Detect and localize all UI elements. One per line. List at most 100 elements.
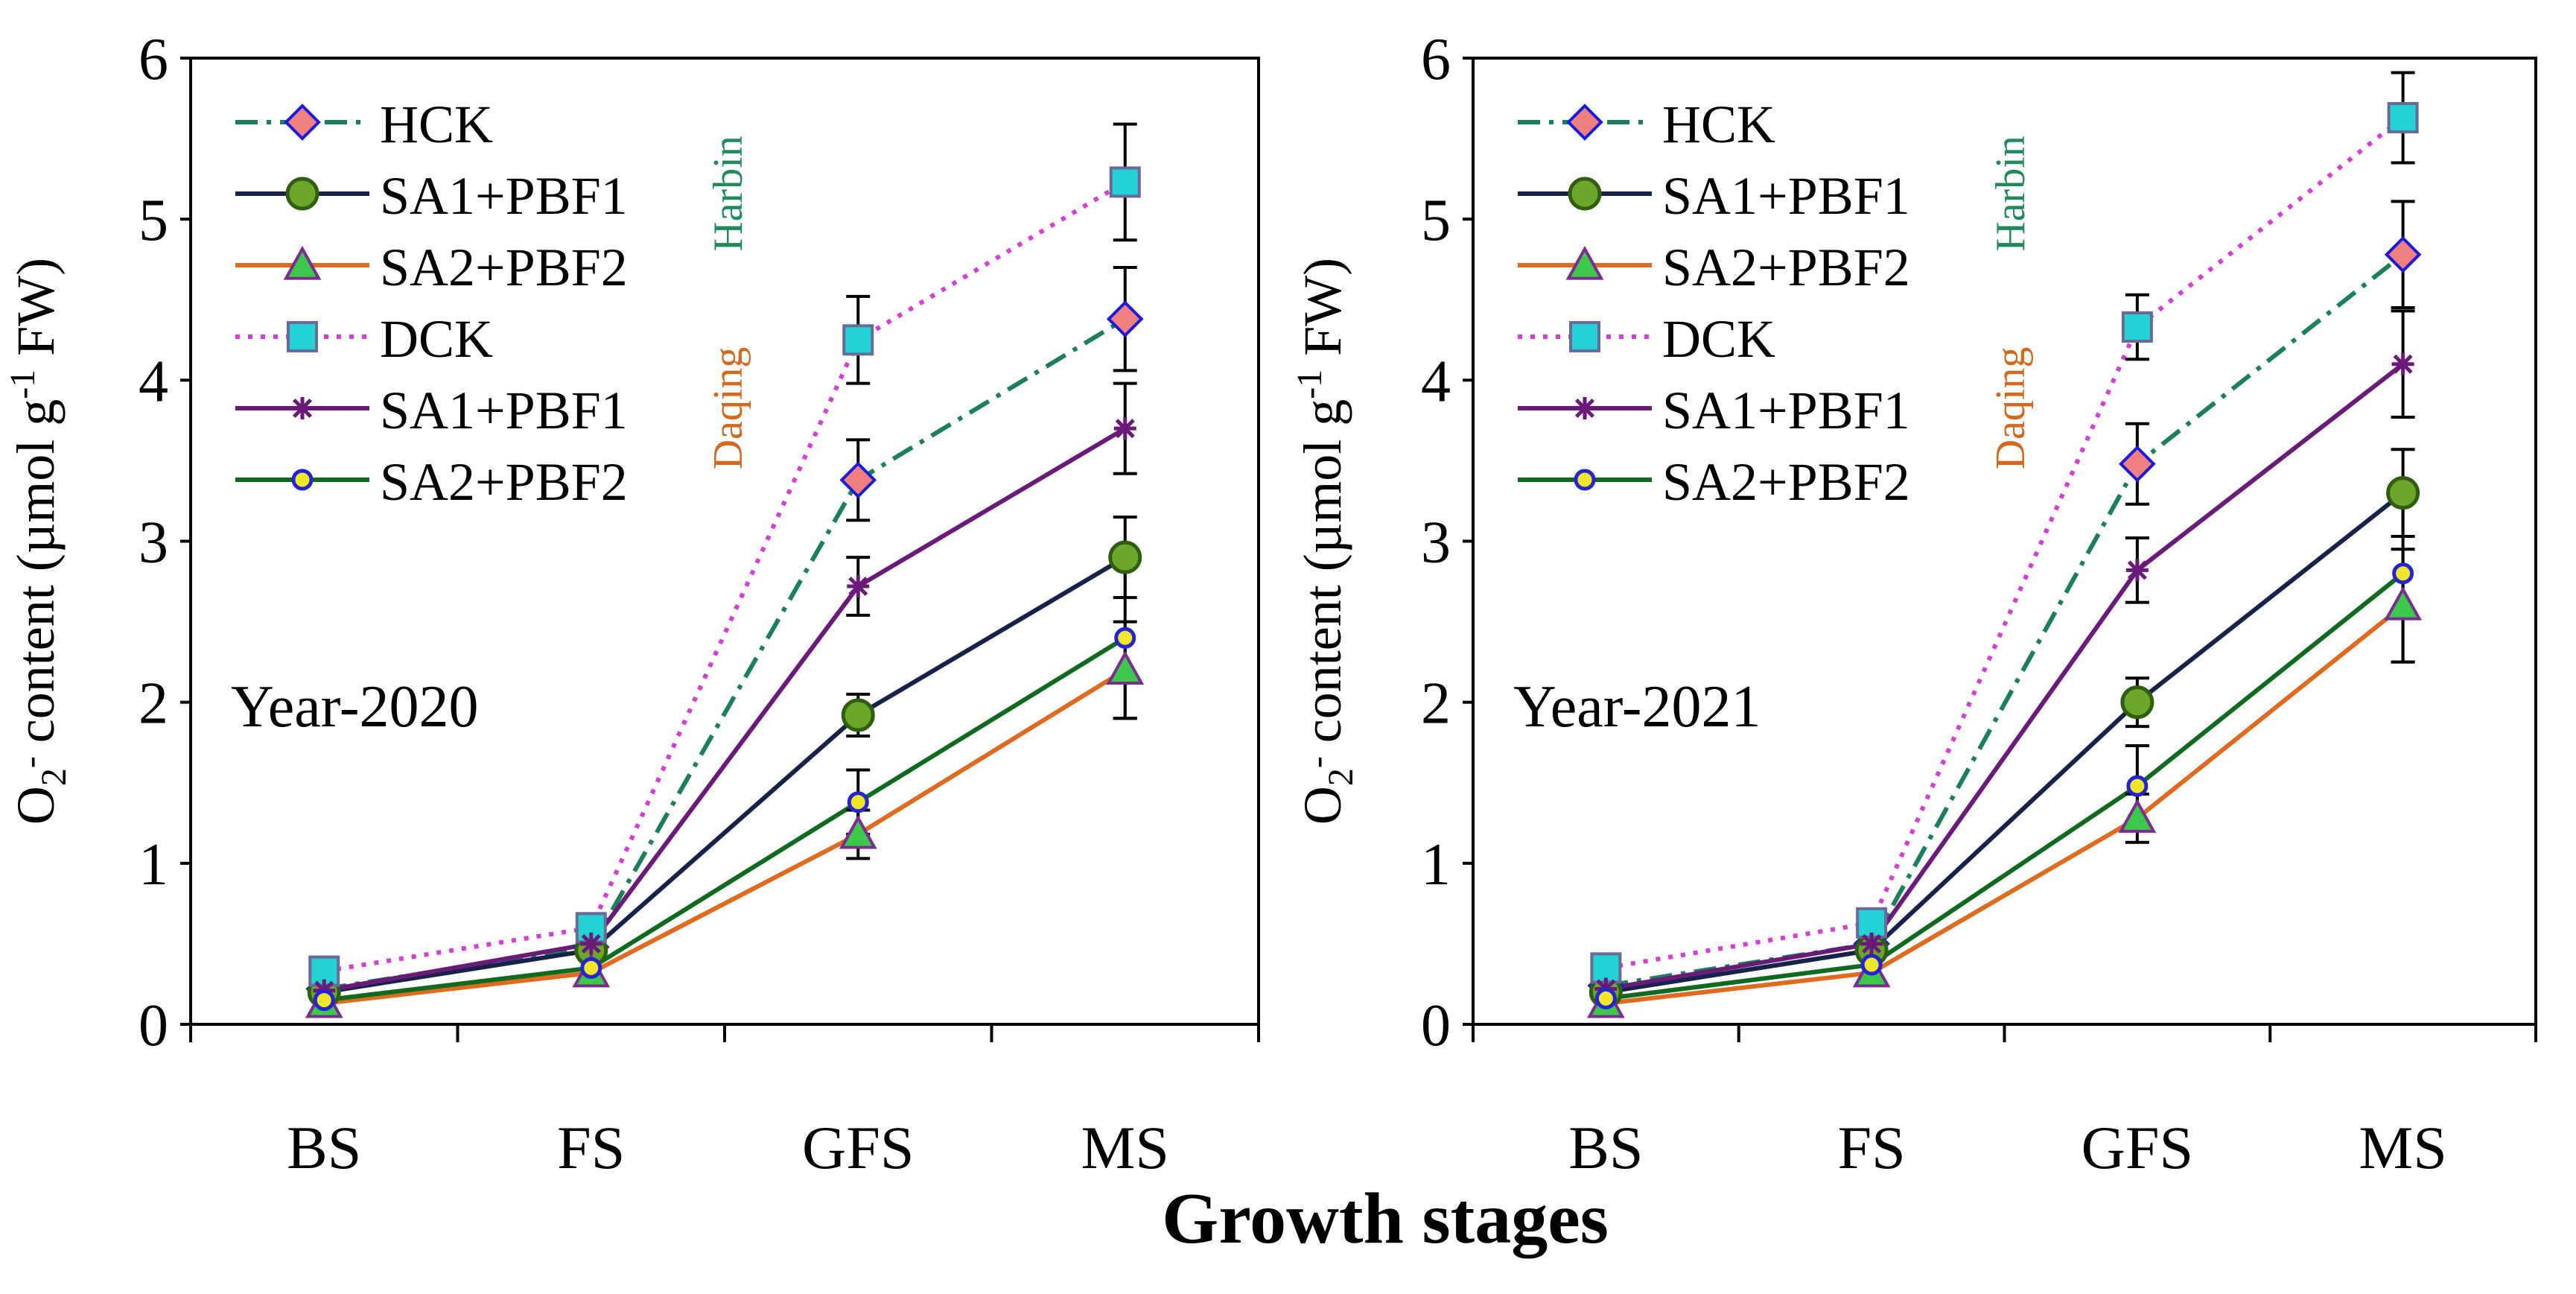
series-line-daqing-dck — [323, 180, 1127, 974]
legend-label-daqing-dck: DCK — [380, 309, 493, 369]
legend-label-daqing-sa2-pbf2: SA2+PBF2 — [1662, 452, 1910, 512]
y-tick-label: 0 — [1421, 993, 1451, 1059]
legend-marker-harbin-sa1-pbf1 — [285, 177, 319, 211]
y-tick-label: 3 — [1421, 510, 1451, 576]
y-tick-label: 4 — [139, 349, 168, 414]
data-point-harbin-hck-ms — [2384, 235, 2422, 273]
y-axis-label-part: -1 — [1290, 370, 1329, 399]
data-point-daqing-dck-gfs — [2121, 311, 2153, 343]
legend-label-harbin-sa2-pbf2: SA2+PBF2 — [380, 238, 628, 297]
series-line-daqing-dck — [1605, 115, 2405, 971]
data-point-harbin-sa1-pbf1-gfs — [2120, 685, 2154, 720]
x-tick-label-ms: MS — [2359, 1114, 2447, 1182]
y-axis-label-part: FW) — [6, 258, 66, 370]
panel-title: Year-2020 — [231, 674, 478, 740]
y-axis-label: O2- content (µmol g-1 FW) — [1290, 258, 1361, 825]
y-tick-label: 3 — [139, 510, 168, 576]
data-point-harbin-hck-ms — [1106, 300, 1144, 338]
legend-marker-harbin-hck — [1566, 104, 1603, 141]
x-tick-label-ms: MS — [1081, 1114, 1169, 1182]
series-line-harbin-sa2-pbf2 — [1606, 603, 2405, 1006]
series-line-daqing-sa1-pbf1 — [1605, 362, 2405, 992]
x-tick-label-bs: BS — [1568, 1114, 1643, 1182]
data-point-daqing-sa2-pbf2-bs — [313, 989, 335, 1012]
y-axis-label-part: O — [6, 786, 66, 825]
data-point-harbin-hck-gfs — [839, 461, 877, 499]
data-point-daqing-sa2-pbf2-ms — [2392, 562, 2414, 585]
data-point-daqing-sa2-pbf2-fs — [1860, 954, 1883, 976]
data-point-harbin-sa1-pbf1-ms — [2386, 476, 2420, 510]
y-tick-label: 5 — [1421, 188, 1451, 253]
data-point-daqing-sa1-pbf1-fs — [1860, 932, 1883, 955]
y-tick-label: 6 — [1421, 27, 1451, 92]
y-axis-label-part: FW) — [1293, 258, 1352, 370]
y-axis-label-part: 2 — [34, 768, 74, 786]
legend-marker-harbin-sa1-pbf1 — [1568, 177, 1602, 211]
x-tick-label-fs: FS — [557, 1114, 625, 1182]
legend-label-daqing-sa1-pbf1: SA1+PBF1 — [1662, 381, 1910, 440]
legend-label-daqing-sa1-pbf1: SA1+PBF1 — [380, 381, 628, 440]
x-tick-label-gfs: GFS — [2082, 1114, 2193, 1182]
y-tick-label: 2 — [139, 671, 168, 737]
site-label-daqing: Daqing — [1988, 347, 2034, 470]
data-point-daqing-sa2-pbf2-fs — [580, 957, 602, 979]
legend-label-harbin-hck: HCK — [1662, 95, 1775, 154]
legend-label-harbin-sa2-pbf2: SA2+PBF2 — [1662, 238, 1910, 297]
y-tick-label: 2 — [1421, 671, 1451, 737]
y-axis-label-part: 2 — [1321, 768, 1361, 786]
legend-marker-daqing-dck — [287, 321, 318, 352]
y-axis-label-part: - — [1297, 756, 1337, 768]
data-point-daqing-dck-bs — [1590, 952, 1622, 984]
y-tick-label: 5 — [139, 188, 168, 253]
y-axis-label-part: -1 — [3, 370, 42, 399]
legend-marker-harbin-hck — [284, 104, 321, 141]
data-point-daqing-sa1-pbf1-fs — [579, 932, 602, 955]
legend-marker-daqing-sa2-pbf2 — [1574, 469, 1596, 491]
y-axis-label-part: - — [10, 756, 50, 768]
legend-marker-harbin-sa2-pbf2 — [1565, 245, 1604, 280]
legend-marker-daqing-dck — [1569, 321, 1600, 352]
figure-x-axis-label: Growth stages — [1162, 1179, 1609, 1259]
data-point-harbin-sa2-pbf2-ms — [1106, 650, 1145, 685]
y-axis-label-part: content (µmol g — [6, 399, 66, 756]
data-point-daqing-sa1-pbf1-ms — [1113, 417, 1136, 440]
y-tick-label: 1 — [139, 832, 168, 898]
data-point-daqing-dck-gfs — [842, 324, 874, 356]
y-axis-label-part: content (µmol g — [1293, 399, 1352, 756]
series-line-harbin-sa1-pbf1 — [1605, 491, 2405, 995]
data-point-daqing-sa1-pbf1-ms — [2391, 352, 2414, 375]
data-point-harbin-sa2-pbf2-gfs — [839, 814, 877, 849]
y-tick-label: 1 — [1421, 832, 1451, 898]
y-tick-label: 0 — [139, 993, 168, 1059]
data-point-daqing-sa2-pbf2-ms — [1114, 627, 1136, 649]
y-axis-label: O2- content (µmol g-1 FW) — [3, 258, 74, 825]
site-label-harbin: Harbin — [1988, 136, 2034, 252]
legend-marker-harbin-sa2-pbf2 — [283, 245, 322, 280]
legend-marker-daqing-sa2-pbf2 — [291, 469, 314, 491]
legend-label-harbin-sa1-pbf1: SA1+PBF1 — [380, 166, 628, 226]
data-point-daqing-sa2-pbf2-gfs — [2126, 775, 2149, 797]
legend-label-daqing-dck: DCK — [1662, 309, 1775, 369]
data-point-harbin-sa1-pbf1-gfs — [841, 698, 875, 732]
data-point-harbin-sa2-pbf2-ms — [2384, 586, 2423, 621]
y-axis-label-part: O — [1293, 786, 1352, 825]
site-label-harbin: Harbin — [705, 136, 751, 252]
legend-marker-daqing-sa1-pbf1 — [291, 397, 314, 419]
x-tick-label-bs: BS — [287, 1114, 361, 1182]
legend-marker-daqing-sa1-pbf1 — [1574, 397, 1596, 419]
series-line-harbin-sa2-pbf2 — [323, 667, 1127, 1006]
legend-label-harbin-hck: HCK — [380, 95, 493, 154]
data-point-daqing-dck-fs — [1856, 907, 1888, 939]
data-point-daqing-sa1-pbf1-gfs — [847, 575, 870, 598]
x-tick-label-gfs: GFS — [802, 1114, 914, 1182]
series-line-daqing-sa1-pbf1 — [323, 426, 1127, 993]
series-line-harbin-sa1-pbf1 — [323, 555, 1127, 995]
legend-label-harbin-sa1-pbf1: SA1+PBF1 — [1662, 166, 1910, 226]
y-tick-label: 4 — [1421, 349, 1451, 414]
series-line-daqing-sa2-pbf2 — [323, 635, 1127, 1003]
data-point-harbin-sa2-pbf2-gfs — [2118, 799, 2157, 833]
data-point-daqing-sa2-pbf2-gfs — [847, 791, 869, 813]
x-tick-label-fs: FS — [1838, 1114, 1906, 1182]
